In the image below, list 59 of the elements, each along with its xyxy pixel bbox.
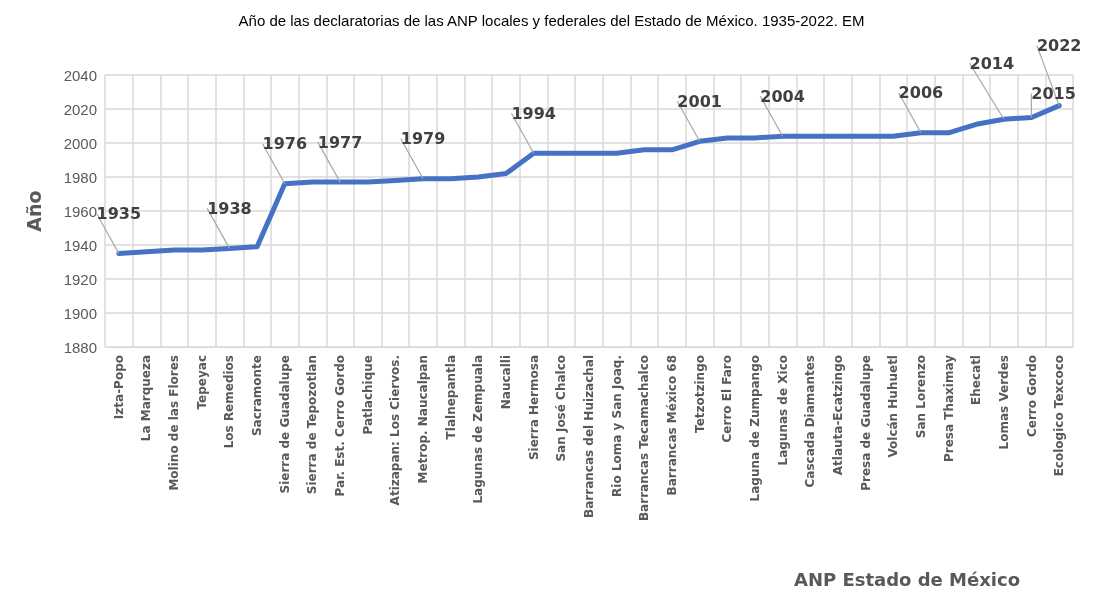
data-label: 1938 bbox=[207, 198, 252, 218]
x-tick-label: Presa Thaximay bbox=[941, 354, 956, 463]
x-tick-label: Presa de Guadalupe bbox=[858, 355, 873, 491]
x-tick-label: Metrop. Naucalpan bbox=[416, 355, 431, 484]
x-tick-label: Rio Loma y San Joaq. bbox=[609, 355, 624, 497]
y-tick-label: 1940 bbox=[63, 236, 97, 254]
x-tick-label: Lomas Verdes bbox=[996, 355, 1011, 450]
data-label: 1977 bbox=[317, 132, 363, 152]
x-tick-label: Lagunas de Xico bbox=[775, 355, 790, 466]
x-tick-label: Ehecatl bbox=[969, 355, 984, 405]
x-tick-label: La Marqueza bbox=[139, 355, 154, 442]
x-tick-label: Sierra de Tepozotlan bbox=[305, 355, 320, 495]
x-tick-label: Tlalnepantla bbox=[443, 355, 458, 440]
y-tick-label: 1880 bbox=[63, 338, 97, 356]
data-label: 2006 bbox=[898, 83, 944, 103]
x-tick-label: Izta-Popo bbox=[111, 355, 126, 420]
x-tick-label: Patlachique bbox=[360, 355, 375, 435]
x-tick-label: Molino de las Flores bbox=[167, 355, 182, 491]
x-tick-label: Sierra de Guadalupe bbox=[277, 355, 292, 494]
x-tick-label: Sacramonte bbox=[250, 355, 265, 437]
data-label: 1994 bbox=[511, 103, 556, 123]
x-tick-label: Atizapan: Los Ciervos. bbox=[388, 355, 403, 506]
x-tick-label: Lagunas de Zempuala bbox=[471, 355, 486, 504]
x-axis-title: ANP Estado de México bbox=[793, 568, 1020, 590]
data-label: 1976 bbox=[262, 134, 308, 154]
x-tick-label: Atlauta-Ecatzingo bbox=[830, 355, 845, 476]
data-label: 2014 bbox=[969, 53, 1015, 73]
y-tick-label: 2020 bbox=[63, 100, 97, 118]
data-label: 2001 bbox=[677, 91, 722, 111]
x-tick-label: Ecologico Texcoco bbox=[1052, 355, 1067, 477]
x-tick-label: San José Chalco bbox=[554, 355, 569, 462]
x-tick-label: Cerro Gordo bbox=[1024, 355, 1039, 438]
data-label: 1935 bbox=[96, 204, 142, 223]
data-label: 2015 bbox=[1031, 84, 1076, 103]
x-tick-label: Sierra Hermosa bbox=[526, 355, 541, 461]
y-axis-title: Año bbox=[22, 190, 45, 232]
x-tick-label: Barrancas del Huizachal bbox=[582, 355, 596, 518]
x-tick-label: Cerro El Faro bbox=[720, 355, 735, 443]
x-tick-label: Tepeyac bbox=[194, 355, 209, 410]
y-tick-label: 2040 bbox=[63, 66, 97, 84]
x-tick-label: Par. Est. Cerro Gordo bbox=[333, 355, 348, 497]
x-tick-label: Naucalli bbox=[499, 355, 514, 410]
x-tick-label: Volcán Huhuetl bbox=[886, 355, 901, 458]
y-tick-label: 1960 bbox=[63, 202, 97, 220]
y-tick-label: 1920 bbox=[63, 270, 97, 288]
y-tick-label: 2000 bbox=[63, 134, 97, 152]
chart-title: Año de las declaratorias de las ANP locales y federales del Estado de México. 1935-2022. EM bbox=[238, 12, 865, 29]
x-tick-label: Barrancas México 68 bbox=[664, 355, 679, 496]
y-tick-label: 1980 bbox=[63, 168, 97, 186]
x-tick-label: Tetzotzingo bbox=[692, 355, 707, 433]
data-label: 1979 bbox=[400, 129, 446, 149]
x-tick-label: San Lorenzo bbox=[913, 355, 928, 439]
x-tick-label: Laguna de Zumpango bbox=[747, 355, 762, 502]
x-tick-label: Cascada Diamantes bbox=[803, 355, 818, 488]
x-tick-label: Los Remedios bbox=[222, 355, 237, 449]
x-tick-label: Barrancas Tecamachalco bbox=[637, 355, 652, 522]
y-tick-label: 1900 bbox=[63, 304, 97, 322]
data-label: 2004 bbox=[760, 86, 805, 106]
data-label: 2022 bbox=[1036, 36, 1082, 56]
